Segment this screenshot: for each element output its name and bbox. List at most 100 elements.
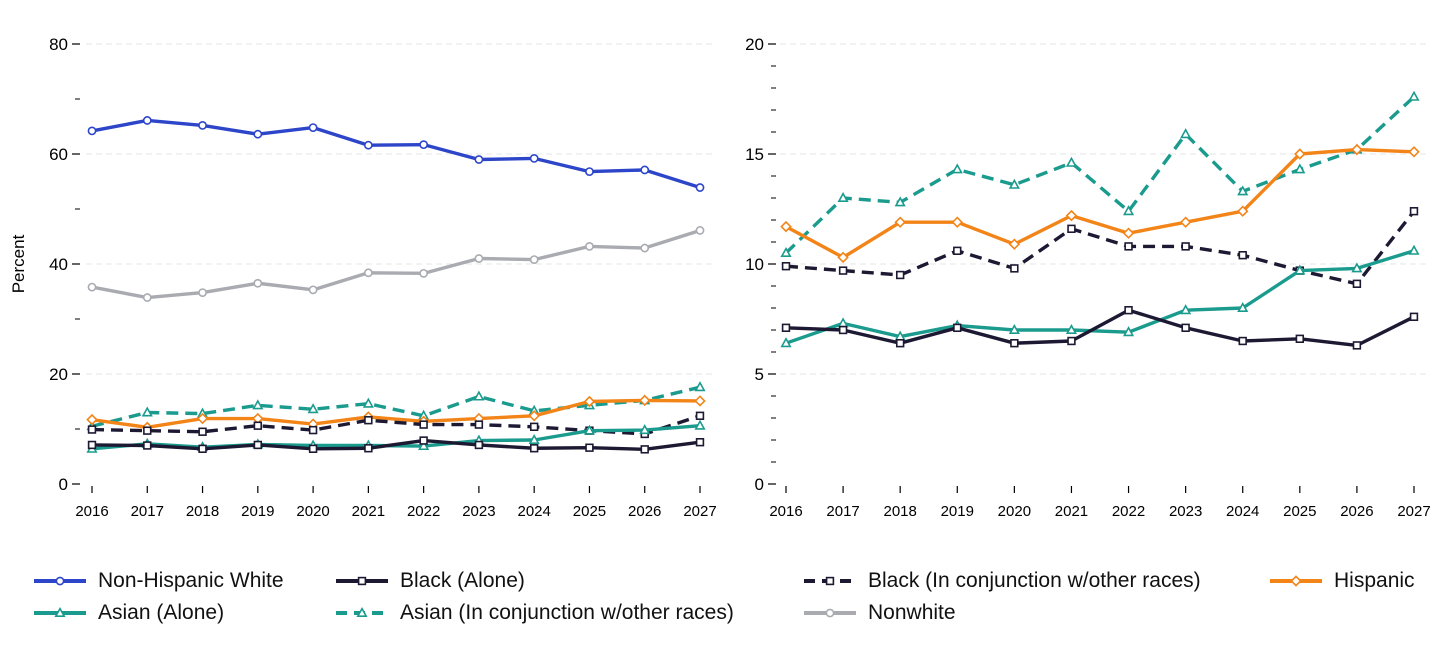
data-point <box>1294 163 1306 174</box>
data-point <box>418 439 430 451</box>
data-point <box>308 444 318 453</box>
diamond-icon <box>1290 575 1302 587</box>
legend-item-black-alone: Black (Alone) <box>334 566 525 596</box>
y-tick-label: 0 <box>59 475 68 494</box>
data-point <box>1180 128 1192 139</box>
data-point <box>640 165 650 175</box>
data-point <box>87 425 97 434</box>
x-tick-label: 2027 <box>1397 503 1430 520</box>
series-line <box>91 438 701 452</box>
data-point <box>640 243 650 253</box>
data-point <box>780 220 792 233</box>
series-black-in-conjunction-w-other-races <box>781 207 1419 288</box>
x-tick-label: 2025 <box>573 503 606 520</box>
left-chart: 0 20 40 60 80 2016 2017 2018 2019 2020 2021 2022 202… <box>9 35 717 520</box>
data-point <box>781 323 791 332</box>
data-point <box>529 422 539 431</box>
x-tick-label: 2016 <box>769 503 802 520</box>
data-point <box>638 394 651 407</box>
series-non-hispanic-white <box>87 116 705 192</box>
data-point <box>1010 264 1019 273</box>
x-tick-label: 2022 <box>1112 503 1145 520</box>
legend-label: Nonwhite <box>868 601 956 624</box>
legend-swatch <box>34 606 86 617</box>
x-tick-label: 2023 <box>1169 503 1202 520</box>
series-line <box>784 95 1416 255</box>
data-point <box>583 395 596 408</box>
data-point <box>474 440 484 450</box>
data-point <box>1008 178 1020 189</box>
y-tick-label: 40 <box>49 255 68 274</box>
data-point <box>198 444 207 453</box>
data-point <box>363 140 373 150</box>
data-point <box>198 121 207 130</box>
series-asian-alone <box>780 244 1420 348</box>
data-point <box>894 196 906 207</box>
x-tick-label: 2019 <box>941 503 974 520</box>
data-point <box>1352 341 1362 350</box>
data-point <box>364 444 373 453</box>
series-line <box>91 414 701 436</box>
y-axis-title: Percent <box>9 234 28 293</box>
data-point <box>141 406 153 417</box>
x-tick-label: 2025 <box>1283 503 1316 520</box>
data-point <box>86 413 98 426</box>
data-point <box>894 216 906 228</box>
legend-item-hispanic: Hispanic <box>1268 566 1415 596</box>
data-point <box>1181 323 1190 332</box>
data-point <box>142 293 152 302</box>
data-point <box>1122 227 1135 239</box>
data-point <box>781 261 791 271</box>
data-point <box>1409 207 1419 216</box>
legend-label: Hispanic <box>1334 569 1415 592</box>
legend-item-asian-conjunction: Asian (In conjunction w/other races) <box>334 598 734 628</box>
legend-label: Asian (In conjunction w/other races) <box>400 601 734 624</box>
square-icon <box>357 576 367 586</box>
x-tick-label: 2018 <box>186 503 219 520</box>
x-tick-label: 2020 <box>296 503 329 520</box>
x-tick-label: 2022 <box>407 503 440 520</box>
data-point <box>308 285 318 295</box>
triangle-icon <box>54 606 66 617</box>
data-point <box>87 126 97 136</box>
x-tick-label: 2020 <box>998 503 1031 520</box>
x-tick-label: 2021 <box>352 503 385 520</box>
x-tick-label: 2026 <box>1340 503 1373 520</box>
y-tick-label: 0 <box>755 475 764 494</box>
series-line <box>785 249 1415 345</box>
data-point <box>1179 216 1192 228</box>
data-point <box>529 444 539 453</box>
data-point <box>694 381 706 392</box>
data-point <box>198 288 207 297</box>
right-chart: 0 5 10 15 20 2016 2017 2018 2019 2020 2021 2022 2023… <box>745 35 1431 520</box>
data-point <box>585 167 594 176</box>
series-line <box>91 385 701 428</box>
series-asian-in-conjunction-w-other-races <box>780 90 1420 258</box>
series-line <box>785 210 1416 286</box>
data-point <box>308 425 318 435</box>
data-point <box>1122 205 1135 216</box>
data-point <box>1008 323 1020 335</box>
legend-swatch <box>34 576 86 586</box>
data-point <box>1067 224 1076 233</box>
y-tick-label: 80 <box>49 35 68 54</box>
legend-swatch <box>804 608 856 618</box>
legend-swatch <box>336 606 388 617</box>
data-point <box>1065 156 1078 167</box>
data-point <box>780 246 792 258</box>
data-point <box>1124 305 1133 315</box>
data-point <box>528 410 540 422</box>
legend-swatch <box>804 576 856 586</box>
data-point <box>951 216 964 228</box>
data-point <box>585 241 594 251</box>
legend-item-nonwhite: Nonwhite <box>802 598 956 628</box>
series-black-alone <box>87 436 705 454</box>
data-point <box>419 436 428 445</box>
data-point <box>951 163 963 174</box>
data-point <box>837 191 849 202</box>
series-line <box>91 398 701 430</box>
x-tick-label: 2016 <box>75 503 108 520</box>
data-point <box>1294 148 1306 160</box>
data-point <box>87 440 97 450</box>
